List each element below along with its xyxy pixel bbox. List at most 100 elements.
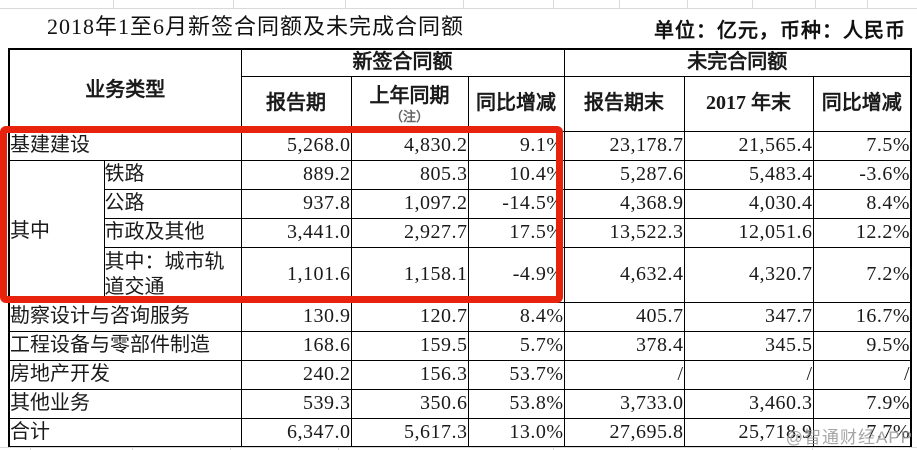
cell-value: 405.7: [563, 301, 685, 332]
row-label: 铁路: [103, 159, 242, 190]
col-header-prev-year-same-period: 上年同期 （注）: [350, 75, 469, 132]
cell-value: 5.7%: [467, 330, 565, 361]
cell-value: 347.7: [683, 301, 814, 332]
cell-value: 3,460.3: [683, 388, 814, 419]
cell-value: -3.6%: [812, 159, 912, 190]
cell-value: 378.4: [563, 330, 685, 361]
cell-value: 7.2%: [812, 246, 912, 303]
cell-value: /: [683, 359, 814, 390]
cell-value: 4,632.4: [563, 246, 685, 303]
cell-value: 1,101.6: [240, 246, 352, 303]
cell-value: 350.6: [350, 388, 469, 419]
cell-value: 9.1%: [467, 130, 565, 161]
col-group-new-contracts: 新签合同额: [240, 48, 565, 77]
cell-value: 6,347.0: [240, 417, 352, 448]
cell-value: 53.8%: [467, 388, 565, 419]
cell-value: -14.5%: [467, 188, 565, 219]
table-row-municipal-other: 市政及其他 3,441.0 2,927.7 17.5% 13,522.3 12,…: [9, 217, 912, 248]
col-header-yoy-change-uncompleted: 同比增减: [812, 75, 912, 132]
cell-value: 1,158.1: [350, 246, 469, 303]
cropped-grid-stub: [132, 447, 133, 450]
table-row-other-business: 其他业务 539.3 350.6 53.8% 3,733.0 3,460.3 7…: [8, 388, 912, 419]
cropped-table-edge-top: [0, 8, 917, 9]
cell-value: 21,565.4: [683, 130, 814, 161]
cell-value: 16.7%: [812, 301, 912, 332]
cropped-grid-stub: [345, 0, 346, 8]
cropped-grid-stub: [752, 0, 753, 8]
cell-value: 3,733.0: [563, 388, 685, 419]
cropped-grid-stub: [338, 447, 339, 450]
cell-value: 937.8: [240, 188, 352, 219]
header-row-groups: 业务类型 新签合同额 未完合同额: [8, 48, 912, 132]
cell-value: 3,441.0: [240, 217, 352, 248]
cell-value: 156.3: [350, 359, 469, 390]
row-label: 勘察设计与咨询服务: [8, 301, 242, 332]
cell-value: 7.5%: [812, 130, 912, 161]
cropped-grid-stub: [233, 0, 234, 8]
cropped-grid-stub: [815, 0, 816, 8]
cropped-table-edge-bottom: [0, 447, 917, 448]
cell-value: 120.7: [350, 301, 469, 332]
cell-value: 8.4%: [467, 301, 565, 332]
table-row-urban-rail-transit: 其中：城市轨道交通 1,101.6 1,158.1 -4.9% 4,632.4 …: [9, 246, 912, 303]
cell-value: 345.5: [683, 330, 814, 361]
table-row-railway: 其中 铁路 889.2 805.3 10.4% 5,287.6 5,483.4 …: [8, 159, 912, 303]
row-label: 其他业务: [8, 388, 242, 419]
cell-value: 7.9%: [812, 388, 912, 419]
cropped-grid-stub: [553, 447, 554, 450]
contracts-table: 业务类型 新签合同额 未完合同额 报告期 上年同期 （注） 同比增减 报告期末 …: [8, 48, 913, 448]
prev-year-note: （注）: [389, 109, 429, 124]
col-header-2017-end: 2017 年末: [683, 75, 814, 132]
col-header-report-period-end: 报告期末: [563, 75, 685, 132]
cell-value: 4,830.2: [350, 130, 469, 161]
cell-value: 8.4%: [812, 188, 912, 219]
cell-value: 12,051.6: [683, 217, 814, 248]
watermark-zhitong-finance: @智通财经APP: [785, 428, 913, 447]
cell-value: /: [812, 359, 912, 390]
cropped-grid-stub: [687, 0, 688, 8]
cell-value: 5,617.3: [350, 417, 469, 448]
cropped-grid-stub: [812, 447, 813, 450]
cell-value: 4,368.9: [563, 188, 685, 219]
cell-value: 5,483.4: [683, 159, 814, 190]
cell-value: 539.3: [240, 388, 352, 419]
cell-value: 17.5%: [467, 217, 565, 248]
cell-value: 5,287.6: [563, 159, 685, 190]
row-label: 其中：城市轨道交通: [103, 246, 242, 303]
page-title: 2018年1至6月新签合同额及未完成合同额: [47, 14, 465, 39]
cell-value: 7.7%: [812, 417, 912, 448]
cell-value: 240.2: [240, 359, 352, 390]
table-row-infrastructure: 基建建设 5,268.0 4,830.2 9.1% 23,178.7 21,56…: [8, 130, 912, 161]
cell-value: 5,268.0: [240, 130, 352, 161]
row-label: 公路: [103, 188, 242, 219]
table-row-real-estate: 房地产开发 240.2 156.3 53.7% / / /: [8, 359, 912, 390]
col-header-report-period: 报告期: [240, 75, 352, 132]
cell-value: 1,097.2: [350, 188, 469, 219]
header-row-columns: 报告期 上年同期 （注） 同比增减 报告期末 2017 年末 同比增减: [9, 75, 912, 132]
row-label: 工程设备与零部件制造: [8, 330, 242, 361]
cell-value: 13,522.3: [563, 217, 685, 248]
cropped-grid-stub: [553, 0, 554, 8]
table-row-highway: 公路 937.8 1,097.2 -14.5% 4,368.9 4,030.4 …: [9, 188, 912, 219]
col-header-yoy-change-new: 同比增减: [467, 75, 565, 132]
row-label: 合计: [8, 417, 242, 448]
cropped-grid-stub: [867, 0, 868, 8]
table-row-survey-design-consulting: 勘察设计与咨询服务 130.9 120.7 8.4% 405.7 347.7 1…: [8, 301, 912, 332]
cropped-grid-stub: [230, 447, 231, 450]
cropped-grid-stub: [113, 0, 114, 8]
cropped-grid-stub: [619, 0, 620, 8]
cell-value: 130.9: [240, 301, 352, 332]
group-label-of-which: 其中: [8, 159, 105, 303]
cell-value: 2,927.7: [350, 217, 469, 248]
cell-value: 10.4%: [467, 159, 565, 190]
cropped-grid-stub: [463, 0, 464, 8]
cell-value: 159.5: [350, 330, 469, 361]
cell-value: 27,695.8: [563, 417, 685, 448]
row-label: 房地产开发: [8, 359, 242, 390]
prev-year-label: 上年同期: [369, 85, 450, 107]
table-row-total: 合计 6,347.0 5,617.3 13.0% 27,695.8 25,718…: [8, 417, 912, 448]
col-header-business-type: 业务类型: [8, 48, 242, 132]
cell-value: 23,178.7: [563, 130, 685, 161]
col-group-uncompleted-contracts: 未完合同额: [563, 48, 912, 77]
